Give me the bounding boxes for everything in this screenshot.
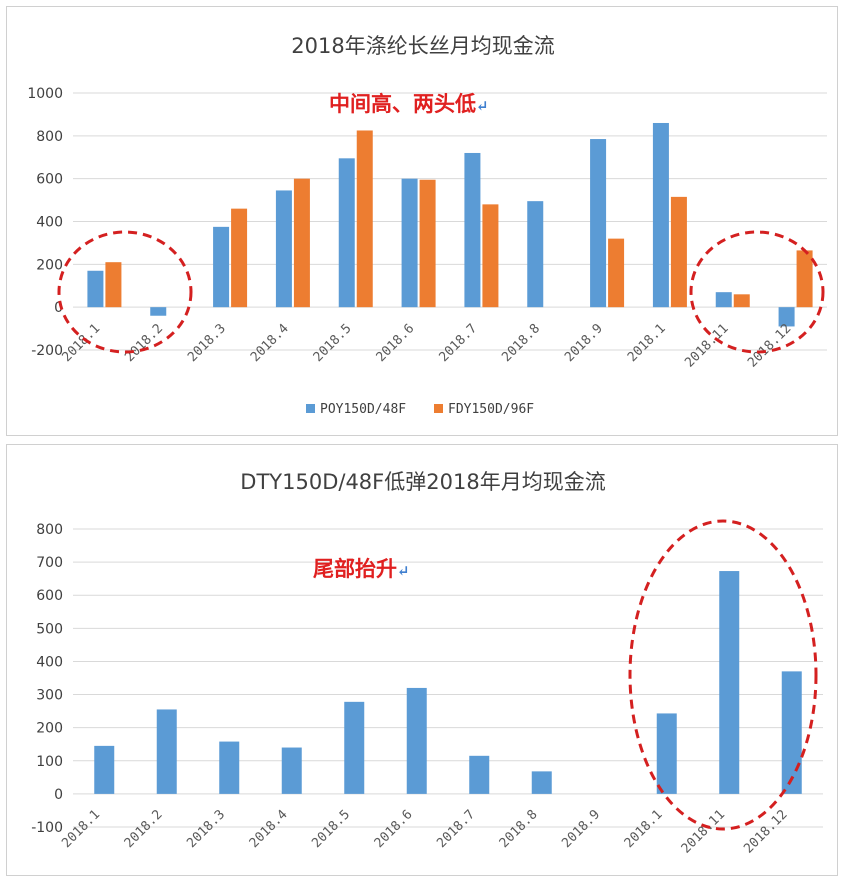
x-tick-label: 2018.2 [122,807,166,851]
bar [781,671,802,794]
bar [656,713,677,794]
bar [281,747,302,794]
bar [94,745,115,794]
x-tick-label: 2018.5 [309,807,353,851]
y-tick-label: 400 [36,215,63,231]
annotation-text: 中间高、两头低 [329,91,476,116]
bar [406,687,427,794]
y-tick-label: -200 [31,343,63,359]
y-tick-label: 200 [36,721,63,737]
bar [733,294,750,308]
x-tick-label: 2018.11 [679,807,728,856]
annotation-text: 尾部抬升 [313,556,397,581]
chart-filament: 2018年涤纶长丝月均现金流 -200 0 200 400 600 800 1000 201… [27,34,827,417]
x-tick-label: 2018.1 [59,807,103,851]
bar [715,292,732,308]
y-tick-label: 0 [54,300,63,316]
x-tick-label: 2018.8 [497,807,541,851]
y-tick-label: 300 [36,688,63,704]
bar [608,238,625,308]
highlight-circle [57,230,193,354]
annotation-return-mark: ↵ [397,562,410,580]
bar [105,262,122,308]
y-tick-label: 1000 [27,86,63,102]
x-tick-label: 2018.4 [247,807,291,851]
y-tick-label: 0 [54,787,63,803]
x-tick-label: 2018.7 [434,807,478,851]
x-tick-label: 2018.6 [372,807,416,851]
y-tick-label: 100 [36,754,63,770]
x-tick-label: 2018.5 [311,321,355,365]
y-tick-label: 800 [36,522,63,538]
bar [464,152,481,308]
bar [338,158,355,308]
y-tick-label: 500 [36,621,63,637]
chart-panel-filament: 2018年涤纶长丝月均现金流 -200 0 200 400 600 800 1000 201… [6,6,838,436]
bar [344,701,365,794]
bar [87,270,104,308]
bar [590,139,607,308]
bar [469,755,490,794]
legend-label: POY150D/48F [320,402,406,417]
y-tick-label: 200 [36,257,63,273]
chart-title: DTY150D/48F低弹2018年月均现金流 [240,470,605,494]
x-tick-label: 2018.1 [625,321,669,365]
bar [356,130,373,308]
y-tick-label: -100 [31,820,63,836]
bar [219,741,240,794]
bar [150,307,167,316]
bar [652,122,669,308]
bar [796,250,813,308]
annotation-return-mark: ↵ [476,97,489,115]
bar [670,196,687,308]
highlight-circle [628,519,818,831]
bar [531,771,552,794]
x-tick-label: 2018.9 [559,807,603,851]
x-tick-label: 2018.9 [562,321,606,365]
y-tick-label: 700 [36,555,63,571]
y-tick-label: 800 [36,129,63,145]
x-tick-label: 2018.12 [741,807,790,856]
bar [527,201,544,308]
highlight-circle [689,230,825,354]
bar [419,179,436,308]
bar [231,208,248,308]
legend-swatch [434,404,443,413]
bar [293,178,310,308]
x-tick-label: 2018.3 [185,321,229,365]
legend-label: FDY150D/96F [448,402,534,417]
bar [482,204,499,308]
x-tick-label: 2018.6 [374,321,418,365]
y-tick-label: 400 [36,654,63,670]
bar [275,190,292,308]
chart-dty: DTY150D/48F低弹2018年月均现金流 -100 0 100 200 300 40… [31,470,823,857]
chart-annotation: 中间高、两头低↵ [329,91,489,116]
x-tick-label: 2018.8 [499,321,543,365]
x-tick-label: 2018.7 [436,321,480,365]
x-tick-label: 2018.1 [59,321,103,365]
legend-swatch [306,404,315,413]
y-tick-label: 600 [36,172,63,188]
bar [401,178,418,308]
x-tick-label: 2018.11 [682,321,731,370]
chart-annotation: 尾部抬升↵ [313,556,410,581]
chart-panel-dty: DTY150D/48F低弹2018年月均现金流 -100 0 100 200 300 40… [6,444,838,876]
bar [778,307,795,327]
y-tick-label: 600 [36,588,63,604]
x-tick-label: 2018.4 [248,321,292,365]
bar [719,571,740,794]
bar [213,226,230,308]
x-tick-label: 2018.1 [622,807,666,851]
bar [156,709,177,794]
chart-title: 2018年涤纶长丝月均现金流 [291,34,554,58]
x-tick-label: 2018.3 [184,807,228,851]
